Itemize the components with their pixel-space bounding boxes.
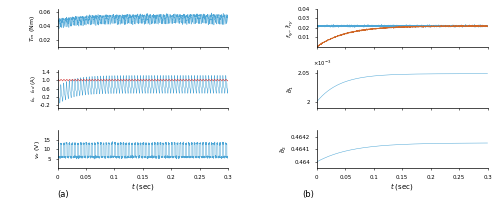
Text: $\times10^{-3}$: $\times10^{-3}$ <box>314 59 332 68</box>
Text: (a): (a) <box>58 190 70 199</box>
Y-axis label: $i_x$,  $i_{xd}$ (A): $i_x$, $i_{xd}$ (A) <box>30 75 38 102</box>
Y-axis label: $f_{ry}$, $\hat{f}_{ry}$: $f_{ry}$, $\hat{f}_{ry}$ <box>284 18 296 38</box>
Y-axis label: $v_x$ (V): $v_x$ (V) <box>33 140 42 159</box>
Y-axis label: $\hat{\theta}_2$: $\hat{\theta}_2$ <box>278 145 289 153</box>
Text: (b): (b) <box>302 190 314 199</box>
Y-axis label: $\hat{\theta}_1$: $\hat{\theta}_1$ <box>286 84 296 93</box>
X-axis label: $t$ (sec): $t$ (sec) <box>390 181 414 192</box>
Y-axis label: $T_m$ (Nm): $T_m$ (Nm) <box>28 14 37 42</box>
X-axis label: $t$ (sec): $t$ (sec) <box>131 181 154 192</box>
